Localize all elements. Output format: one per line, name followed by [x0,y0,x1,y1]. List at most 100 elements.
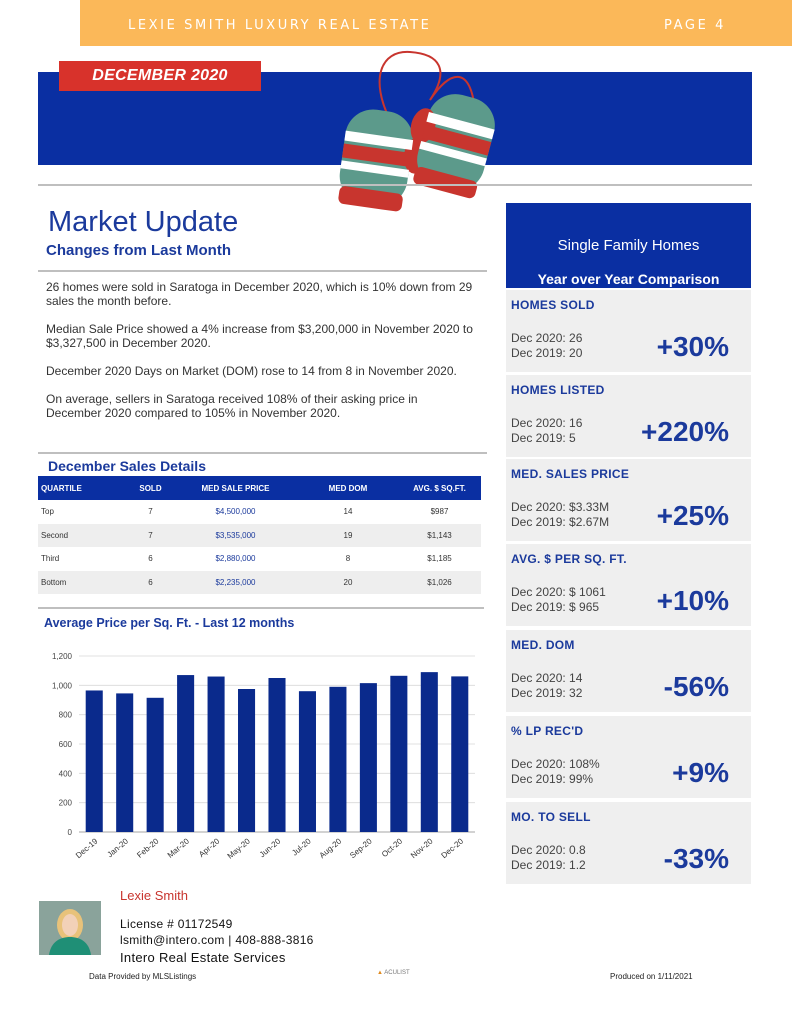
bar-aug-20 [329,686,347,832]
x-tick-label: Feb-20 [135,836,161,860]
table-cell: 6 [128,570,173,594]
metric-label: % LP REC'D [511,724,584,738]
table-cell: $1,143 [398,523,481,547]
table-cell: $987 [430,507,449,517]
y-tick-label: 1,000 [52,681,73,690]
metric-current: Dec 2020: $3.33M [511,500,610,514]
table-cell: $4,500,000 [215,507,256,517]
table-cell: 14 [343,507,353,517]
chart-title: Average Price per Sq. Ft. - Last 12 mont… [44,616,295,630]
table-row: Third 6 $2,880,000 8 $1,185 [38,547,481,571]
metric-change: +220% [641,416,729,447]
table-cell: $1,185 [427,554,452,564]
bar-sep-20 [359,683,377,832]
metric-previous: Dec 2019: 99% [511,772,594,786]
bar-apr-20 [207,676,225,832]
yoy-metric-card: HOMES SOLD Dec 2020: 26 Dec 2019: 20 +30% [506,290,751,372]
table-row: Bottom 6 $2,235,000 20 $1,026 [38,570,481,594]
metric-change: +10% [656,585,729,616]
metric-label: MED. DOM [511,638,575,652]
metric-previous: Dec 2019: $ 965 [511,600,600,614]
table-cell: $3,535,000 [173,523,298,547]
paragraph: On average, sellers in Saratoga received… [46,392,418,420]
metric-label: MED. SALES PRICE [511,467,630,481]
table-cell: $2,235,000 [173,570,298,594]
x-tick-label: Apr-20 [197,836,222,859]
y-tick-label: 800 [59,711,73,720]
bar-dec-20 [451,676,469,832]
x-tick-label: May-20 [226,836,253,860]
table-cell: 20 [298,570,398,594]
metric-current: Dec 2020: $ 1061 [511,585,606,599]
yoy-metric-card: HOMES LISTED Dec 2020: 16 Dec 2019: 5 +220% [506,375,751,457]
paragraph: 26 homes were sold in Saratoga in Decemb… [46,280,473,308]
bar-jun-20 [268,678,286,832]
y-tick-label: 600 [59,740,73,749]
metric-current: Dec 2020: 26 [511,331,583,345]
metric-change: +30% [656,331,729,362]
header-bar: LEXIE SMITH LUXURY REAL ESTATE PAGE 4 [80,0,792,46]
agent-contact: lsmith@intero.com | 408-888-3816 [120,933,314,947]
bar-mar-20 [177,675,195,832]
metric-current: Dec 2020: 16 [511,416,583,430]
metric-change: -56% [663,671,729,702]
table-row: Second 7 $3,535,000 19 $1,143 [38,523,481,547]
aculist-label: ACULIST [384,970,410,976]
bar-jul-20 [298,691,316,832]
bar-feb-20 [146,697,164,832]
yoy-metric-card: MED. SALES PRICE Dec 2020: $3.33M Dec 2019… [506,459,751,541]
bar-dec-19 [85,690,103,832]
sales-details-title: December Sales Details [48,458,206,474]
bar-oct-20 [390,675,408,832]
x-tick-label: Sep-20 [348,836,374,860]
table-cell: Second [38,523,128,547]
y-tick-label: 1,200 [52,652,73,661]
bar-jan-20 [116,693,134,832]
divider [38,270,487,272]
yoy-metric-card: MED. DOM Dec 2020: 14 Dec 2019: 32 -56% [506,630,751,712]
metric-previous: Dec 2019: $2.67M [511,515,610,529]
brand-name: LEXIE SMITH LUXURY REAL ESTATE [128,18,432,33]
table-cell: 8 [345,554,351,564]
table-cell: Top [41,507,54,517]
metric-previous: Dec 2019: 5 [511,431,576,445]
table-cell: 7 [148,507,153,517]
x-tick-label: Jan-20 [105,836,130,859]
x-tick-label: Dec-19 [74,836,100,860]
page-number: PAGE 4 [664,18,726,33]
x-tick-label: Oct-20 [380,836,405,859]
yoy-metric-card: % LP REC'D Dec 2020: 108% Dec 2019: 99% +9% [506,716,751,798]
table-row: Top 7 $4,500,000 14 $987 [38,500,481,524]
metric-label: AVG. $ PER SQ. FT. [511,552,627,566]
market-update-subtitle: Changes from Last Month [46,242,232,259]
yoy-header: Single Family Homes Year over Year Compa… [506,203,751,288]
y-tick-label: 400 [59,769,73,778]
table-cell: 19 [298,523,398,547]
metric-change: +9% [672,757,729,788]
footer-date: Produced on 1/11/2021 [610,972,693,981]
x-tick-label: Nov-20 [409,836,435,860]
aculist-logo: ▲ ACULIST [377,970,410,976]
table-cell: Third [41,554,60,564]
price-per-sqft-chart: 0 200 400 600 800 1,000 1,200 Dec-19 Jan-20 Feb-2… [52,652,475,861]
x-tick-label: Jul-20 [290,836,313,857]
x-tick-label: Mar-20 [166,836,192,860]
bar-may-20 [238,689,256,832]
table-cell: 6 [148,554,153,564]
x-tick-label: Dec-20 [440,836,466,860]
table-cell: $1,026 [398,570,481,594]
agent-avatar-icon [39,901,101,955]
table-header-row: QUARTILE SOLD MED SALE PRICE MED DOM AVG… [38,476,481,500]
bar-nov-20 [420,672,438,832]
divider [38,452,487,454]
metric-label: HOMES SOLD [511,298,595,312]
agent-company: Intero Real Estate Services [120,950,286,965]
table-cell: 7 [128,523,173,547]
metric-current: Dec 2020: 0.8 [511,843,586,857]
metric-label: MO. TO SELL [511,810,591,824]
mittens-illustration [338,50,495,212]
paragraph: Median Sale Price showed a 4% increase f… [46,322,473,350]
divider [38,607,484,609]
table-cell: $2,880,000 [215,554,256,564]
agent-photo [39,901,101,955]
